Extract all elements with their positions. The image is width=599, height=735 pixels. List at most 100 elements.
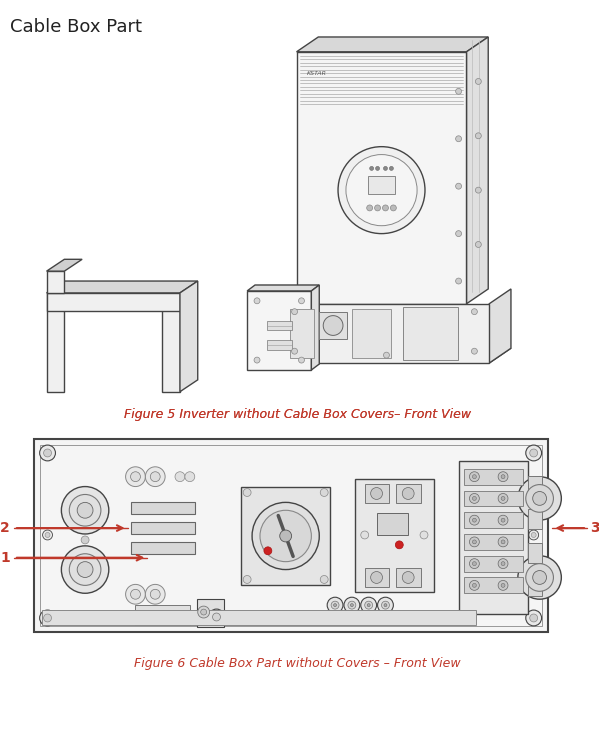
Circle shape	[361, 531, 368, 539]
Circle shape	[501, 584, 505, 587]
Polygon shape	[311, 285, 319, 370]
Circle shape	[371, 487, 383, 499]
Circle shape	[371, 572, 383, 584]
Polygon shape	[180, 281, 198, 392]
Circle shape	[498, 493, 508, 503]
Circle shape	[374, 205, 380, 211]
Bar	[397, 567, 421, 587]
Circle shape	[61, 487, 109, 534]
Circle shape	[470, 493, 479, 503]
Circle shape	[44, 449, 52, 457]
Circle shape	[367, 205, 373, 211]
Circle shape	[470, 472, 479, 481]
Bar	[528, 476, 541, 495]
Text: 1: 1	[0, 551, 10, 564]
Circle shape	[346, 154, 417, 226]
Circle shape	[529, 530, 539, 540]
Circle shape	[69, 495, 101, 526]
Circle shape	[292, 309, 298, 315]
Circle shape	[391, 205, 397, 211]
Circle shape	[456, 231, 462, 237]
Circle shape	[470, 559, 479, 569]
Bar	[464, 512, 523, 528]
Circle shape	[470, 581, 479, 590]
Bar	[464, 556, 523, 572]
Circle shape	[327, 598, 343, 613]
Circle shape	[498, 559, 508, 569]
Polygon shape	[247, 285, 319, 291]
Bar	[162, 293, 180, 392]
Bar	[528, 576, 541, 596]
Circle shape	[473, 540, 476, 544]
Bar	[377, 513, 408, 535]
Circle shape	[77, 562, 93, 578]
Circle shape	[320, 489, 328, 496]
Circle shape	[501, 540, 505, 544]
Bar	[403, 306, 458, 360]
Bar	[267, 320, 292, 331]
Circle shape	[456, 136, 462, 142]
Circle shape	[254, 357, 260, 363]
Polygon shape	[489, 289, 511, 363]
Circle shape	[533, 492, 546, 506]
Circle shape	[383, 166, 388, 171]
Circle shape	[175, 472, 185, 481]
Circle shape	[365, 601, 373, 609]
Bar	[464, 469, 523, 484]
Circle shape	[40, 610, 56, 626]
Circle shape	[473, 562, 476, 566]
Bar	[247, 291, 311, 370]
Text: 3: 3	[590, 521, 599, 535]
Circle shape	[298, 357, 304, 363]
Bar	[267, 340, 292, 350]
Bar	[47, 293, 180, 311]
Polygon shape	[467, 37, 488, 304]
Text: Figure 5 Inverter without Cable Box Covers– Front View: Figure 5 Inverter without Cable Box Cove…	[124, 407, 471, 420]
Circle shape	[395, 541, 403, 549]
Bar	[464, 490, 523, 506]
Circle shape	[501, 562, 505, 566]
Circle shape	[526, 610, 541, 626]
Circle shape	[383, 205, 388, 211]
Circle shape	[530, 614, 538, 622]
Circle shape	[44, 614, 52, 622]
Circle shape	[501, 496, 505, 501]
Circle shape	[252, 503, 319, 570]
Text: KSTAR: KSTAR	[307, 71, 326, 76]
Circle shape	[473, 518, 476, 522]
Polygon shape	[47, 259, 82, 271]
Circle shape	[518, 477, 561, 520]
Circle shape	[185, 472, 195, 481]
Circle shape	[367, 603, 370, 606]
Bar	[459, 461, 528, 614]
Bar	[297, 51, 467, 304]
Circle shape	[280, 530, 292, 542]
Circle shape	[530, 449, 538, 457]
Polygon shape	[297, 37, 488, 51]
Circle shape	[526, 445, 541, 461]
Circle shape	[476, 187, 482, 193]
Circle shape	[43, 530, 53, 540]
Circle shape	[403, 487, 414, 499]
Circle shape	[40, 445, 56, 461]
Circle shape	[501, 518, 505, 522]
Circle shape	[81, 536, 89, 544]
Bar	[365, 484, 389, 503]
Circle shape	[470, 537, 479, 547]
Circle shape	[476, 133, 482, 139]
Circle shape	[471, 348, 477, 354]
Bar	[131, 542, 195, 553]
Circle shape	[498, 537, 508, 547]
Circle shape	[518, 556, 561, 599]
Text: 2: 2	[0, 521, 10, 535]
Circle shape	[126, 467, 146, 487]
Circle shape	[146, 584, 165, 604]
Circle shape	[382, 601, 389, 609]
Circle shape	[344, 598, 360, 613]
Bar	[40, 445, 541, 626]
Circle shape	[331, 601, 339, 609]
Circle shape	[131, 589, 140, 599]
Circle shape	[69, 553, 101, 585]
Bar	[528, 543, 541, 563]
Circle shape	[45, 533, 50, 537]
